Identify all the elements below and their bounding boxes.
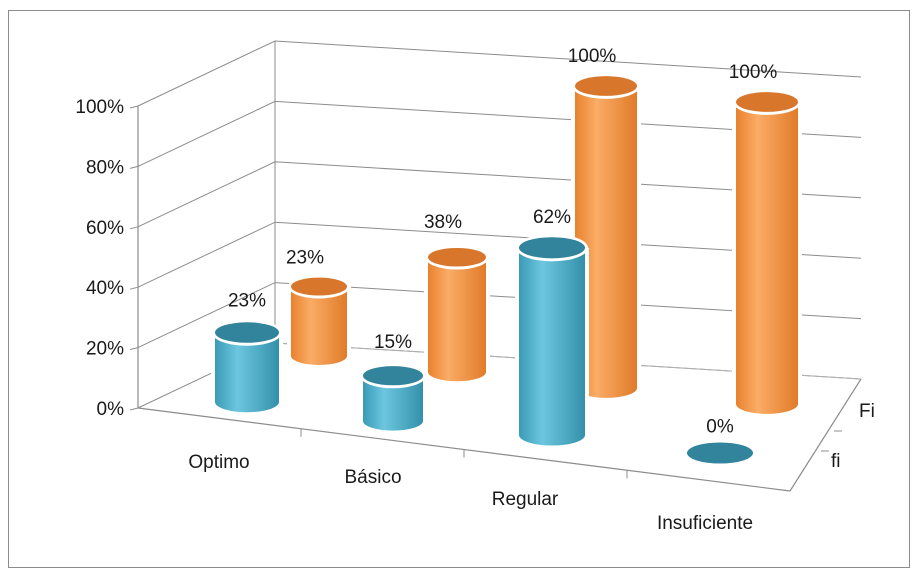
data-label: 0% <box>706 416 734 437</box>
bar-body <box>428 257 486 382</box>
series-axis-labels: fi Fi <box>821 401 875 472</box>
bar-top <box>519 237 585 259</box>
depth-axis-line <box>789 378 862 492</box>
category-label: Regular <box>492 489 559 510</box>
bar-fi-optimo <box>210 319 284 419</box>
bar-top <box>736 92 798 112</box>
bar-fi-regular <box>514 234 590 452</box>
bar-Fi-optimo <box>286 274 352 371</box>
bar-chart-3d: 0% 20% 40% 60% 80% 100% Optimo Básico Regular In… <box>75 40 875 534</box>
data-label: 15% <box>374 332 412 353</box>
series-axis-label: Fi <box>859 401 875 422</box>
bar-top <box>428 247 486 267</box>
series-axis-label: fi <box>831 451 841 472</box>
y-tick-mark <box>129 347 139 351</box>
y-tick-mark <box>129 105 139 109</box>
bar-body <box>519 247 585 446</box>
chart-walls <box>275 41 861 379</box>
x-axis-categories: Optimo Básico Regular Insuficiente <box>188 428 753 534</box>
bar-top <box>363 366 423 386</box>
bar-fi-básico <box>358 363 428 437</box>
bar-top <box>687 442 753 464</box>
chart-area: 0% 20% 40% 60% 80% 100% Optimo Básico Regular In… <box>8 10 910 568</box>
data-label: 100% <box>729 62 778 83</box>
bar-body <box>363 375 423 431</box>
y-tick-mark <box>129 165 139 169</box>
bar-body <box>736 102 798 414</box>
bar-top <box>215 322 279 343</box>
data-label: 100% <box>568 46 617 67</box>
y-tick-label: 80% <box>86 157 124 178</box>
y-tick-mark <box>129 407 139 411</box>
bars <box>210 73 803 470</box>
bar-body <box>291 286 347 365</box>
category-label: Básico <box>344 467 401 488</box>
back-wall <box>275 41 861 379</box>
data-label: 23% <box>286 248 324 269</box>
bar-body <box>215 332 279 413</box>
data-label: 62% <box>533 207 571 228</box>
bar-top <box>575 76 637 96</box>
y-axis-ticks: 0% 20% 40% 60% 80% 100% <box>75 97 139 420</box>
data-labels: 23% 15% 62% 0% 23% 38% 100% 100% <box>228 46 777 437</box>
bar-Fi-insuficiente <box>731 89 803 420</box>
y-tick-label: 100% <box>75 97 124 118</box>
bar-body <box>575 86 637 398</box>
category-label: Insuficiente <box>657 513 753 534</box>
data-label: 23% <box>228 290 266 311</box>
y-tick-mark <box>129 226 139 230</box>
data-label: 38% <box>424 212 462 233</box>
bar-top <box>291 277 347 296</box>
bar-Fi-básico <box>423 244 491 388</box>
y-tick-label: 40% <box>86 278 124 299</box>
y-tick-mark <box>129 286 139 290</box>
y-tick-label: 20% <box>86 339 124 360</box>
y-tick-label: 0% <box>97 399 125 420</box>
bar-fi-insuficiente <box>682 438 758 470</box>
category-label: Optimo <box>188 452 249 473</box>
y-tick-label: 60% <box>86 218 124 239</box>
